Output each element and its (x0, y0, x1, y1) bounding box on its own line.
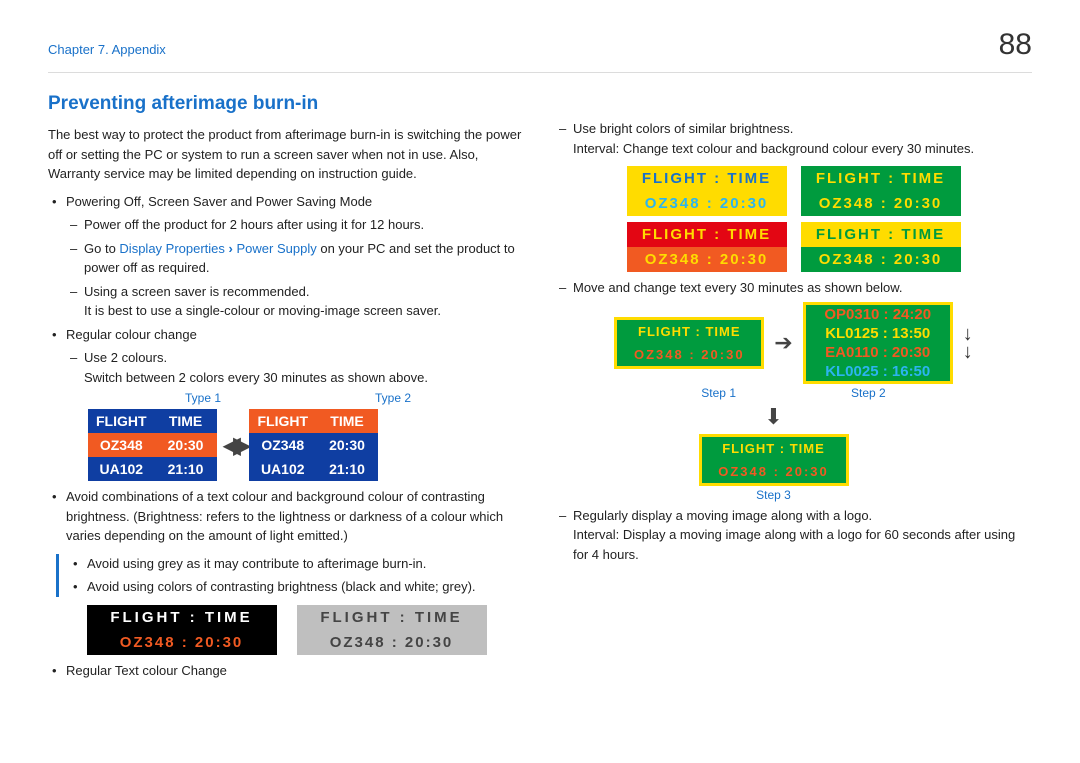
bright-panel-1: FLIGHT : TIME OZ348 : 20:30 (627, 166, 787, 216)
link-display-properties[interactable]: Display Properties (119, 241, 225, 256)
text: Interval: Change text colour and backgro… (573, 141, 974, 156)
grey-panel: FLIGHT : TIME OZ348 : 20:30 (297, 605, 487, 655)
step2-label: Step 2 (851, 386, 886, 400)
list-item: Avoid using colors of contrasting bright… (69, 577, 525, 597)
type2-table: FLIGHTTIME OZ34820:30 UA10221:10 (249, 409, 378, 481)
text: Regular colour change (66, 327, 197, 342)
text: Powering Off, Screen Saver and Power Sav… (66, 194, 372, 209)
text: Use bright colors of similar brightness. (573, 121, 793, 136)
page-number: 88 (999, 28, 1032, 62)
bright-panel-2: FLIGHT : TIME OZ348 : 20:30 (801, 166, 961, 216)
callout-box: Avoid using grey as it may contribute to… (56, 554, 525, 597)
list-item: Using a screen saver is recommended. It … (66, 282, 525, 321)
list-item: Avoid using grey as it may contribute to… (69, 554, 525, 574)
black-white-panel: FLIGHT : TIME OZ348 : 20:30 (87, 605, 277, 655)
text: Go to (84, 241, 119, 256)
list-item: Regular colour change Use 2 colours. Swi… (48, 325, 525, 388)
scroll-arrows-icon: ↓ ↓ (963, 325, 973, 361)
arrow-right-icon: ➔ (774, 330, 792, 356)
link-power-supply[interactable]: Power Supply (237, 241, 317, 256)
bright-panel-3: FLIGHT : TIME OZ348 : 20:30 (627, 222, 787, 272)
divider (48, 72, 1032, 73)
text: Using a screen saver is recommended. (84, 284, 309, 299)
type1-table: FLIGHTTIME OZ34820:30 UA10221:10 (88, 409, 217, 481)
chevron-icon: › (229, 241, 233, 256)
list-item: Powering Off, Screen Saver and Power Sav… (48, 192, 525, 321)
list-item: Power off the product for 2 hours after … (66, 215, 525, 235)
list-item: Regularly display a moving image along w… (555, 506, 1032, 565)
text: Switch between 2 colors every 30 minutes… (84, 370, 428, 385)
text: It is best to use a single-colour or mov… (84, 303, 441, 318)
arrow-down-icon: ⬇ (515, 404, 1032, 430)
list-item: Move and change text every 30 minutes as… (555, 278, 1032, 298)
text: Use 2 colours. (84, 350, 167, 365)
step3-panel: FLIGHT : TIME OZ348 : 20:30 (699, 434, 849, 486)
list-item: Use bright colors of similar brightness.… (555, 119, 1032, 158)
left-column: Preventing afterimage burn-in The best w… (48, 93, 525, 680)
step3-label: Step 3 (515, 488, 1032, 502)
list-item: Avoid combinations of a text colour and … (48, 487, 525, 546)
section-title: Preventing afterimage burn-in (48, 93, 525, 115)
step1-label: Step 1 (701, 386, 736, 400)
right-column: Use bright colors of similar brightness.… (555, 93, 1032, 680)
bright-panel-4: FLIGHT : TIME OZ348 : 20:30 (801, 222, 961, 272)
type1-label: Type 1 (185, 391, 221, 405)
list-item: Use 2 colours. Switch between 2 colors e… (66, 348, 525, 387)
step2-panel: OP0310 : 24:20 KL0125 : 13:50 EA0110 : 2… (803, 302, 953, 384)
step1-panel: FLIGHT : TIME OZ348 : 20:30 (614, 317, 764, 369)
list-item: Go to Display Properties › Power Supply … (66, 239, 525, 278)
text: Interval: Display a moving image along w… (573, 527, 1015, 562)
lead-paragraph: The best way to protect the product from… (48, 125, 525, 184)
list-item: Regular Text colour Change (48, 661, 525, 681)
double-arrow-icon: ◀▶ (223, 431, 244, 460)
chapter-label: Chapter 7. Appendix (48, 42, 166, 57)
type2-label: Type 2 (375, 391, 411, 405)
text: Regularly display a moving image along w… (573, 508, 872, 523)
